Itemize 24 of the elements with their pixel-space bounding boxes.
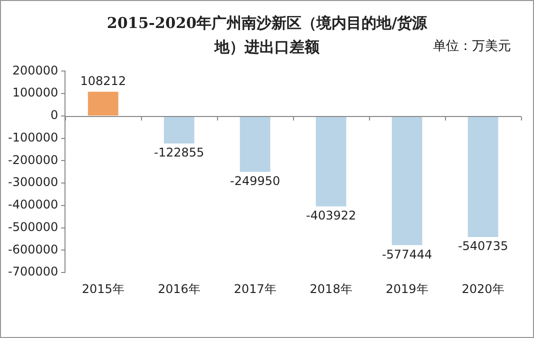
x-tick-label: 2017年 — [234, 282, 276, 296]
chart-title: 2015-2020年广州南沙新区（境内目的地/货源地）进出口差额 — [106, 14, 428, 56]
y-tick-label: -300000 — [8, 175, 58, 190]
y-tick-label: -400000 — [8, 198, 58, 212]
data-label: -577444 — [382, 247, 432, 262]
x-tick-label: 2019年 — [386, 282, 428, 296]
x-tick-label: 2016年 — [158, 282, 200, 296]
data-label: 108212 — [80, 74, 126, 88]
y-tick-label: -100000 — [8, 130, 58, 144]
data-label: -540735 — [458, 239, 508, 254]
y-tick-label: -500000 — [8, 220, 58, 234]
text: 单位：万美元 — [433, 38, 511, 55]
x-tick-label: 2020年 — [462, 282, 504, 296]
y-tick-label: -200000 — [8, 152, 58, 167]
y-tick-label: -600000 — [8, 242, 58, 256]
y-tick-label: 100000 — [12, 86, 58, 100]
data-label: -122855 — [154, 146, 204, 160]
data-label: -249950 — [230, 174, 280, 188]
y-tick-label: 200000 — [12, 63, 58, 78]
x-tick-label: 2015年 — [82, 282, 124, 296]
data-label: -403922 — [306, 208, 356, 222]
y-tick-label: -700000 — [8, 264, 58, 279]
x-tick-label: 2018年 — [310, 282, 352, 296]
y-tick-label: 0 — [50, 108, 58, 122]
